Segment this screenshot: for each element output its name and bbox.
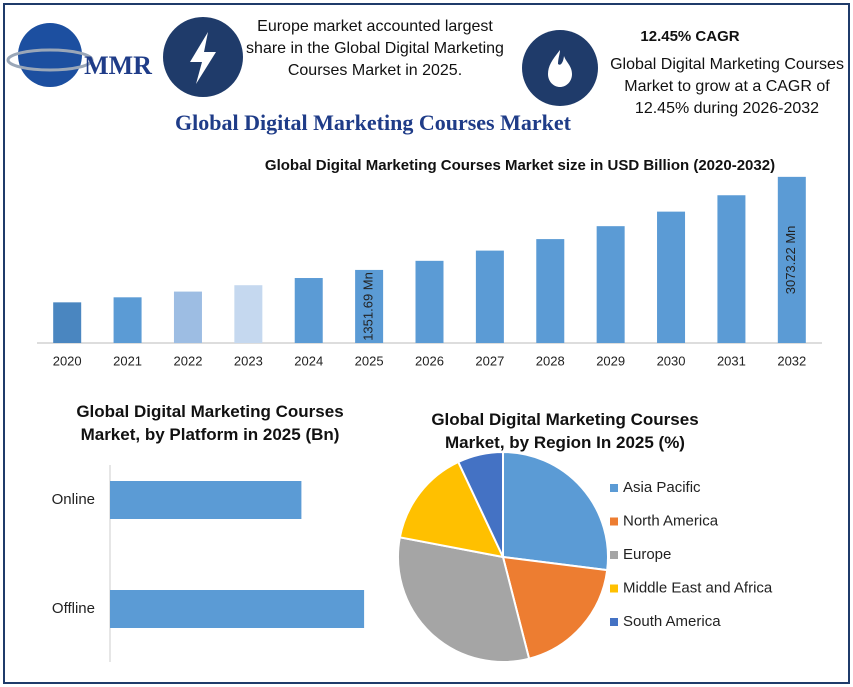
- x-tick-label: 2031: [717, 353, 746, 368]
- legend-label: North America: [623, 512, 719, 529]
- bar: [110, 590, 365, 628]
- bar: [536, 239, 565, 343]
- bar: [777, 176, 806, 343]
- chart-title: Global Digital Marketing Courses Market,…: [76, 402, 344, 444]
- chart-title: Global Digital Marketing Courses Market,…: [431, 410, 699, 452]
- bar: [234, 285, 263, 343]
- bar: [110, 481, 302, 519]
- x-tick-label: 2029: [596, 353, 625, 368]
- flame-shape: [548, 50, 572, 87]
- legend-label: Asia Pacific: [623, 479, 701, 496]
- bar: [113, 297, 142, 343]
- bar: [294, 278, 323, 343]
- bolt-shape: [190, 32, 216, 84]
- frame: [3, 3, 850, 684]
- legend-label: South America: [623, 613, 721, 630]
- x-tick-label: 2030: [657, 353, 686, 368]
- value-label: 3073.22 Mn: [783, 226, 798, 295]
- chart-title: Global Digital Marketing Courses Market …: [264, 157, 776, 174]
- legend-swatch: [610, 584, 618, 593]
- legend-swatch: [610, 484, 618, 492]
- x-tick-label: 2022: [174, 353, 203, 368]
- logo-text: MMR: [84, 51, 152, 80]
- value-label: 1351.69 Mn: [361, 272, 376, 341]
- bar: [596, 226, 625, 343]
- x-tick-label: 2021: [113, 353, 142, 368]
- legend-swatch: [610, 517, 618, 526]
- pie-slice: [502, 450, 609, 572]
- legend-label: Middle East and Africa: [623, 579, 773, 596]
- pie-slice: [397, 536, 531, 663]
- x-tick-label: 2025: [355, 353, 384, 368]
- y-tick-label: Online: [52, 491, 95, 508]
- x-tick-label: 2028: [536, 353, 565, 368]
- bar: [657, 211, 686, 343]
- x-tick-label: 2020: [53, 353, 82, 368]
- legend-swatch: [610, 618, 618, 626]
- bar: [717, 195, 746, 343]
- main-title: Global Digital Marketing Courses Market: [175, 110, 572, 135]
- y-tick-label: Offline: [52, 600, 95, 617]
- bar: [475, 250, 504, 343]
- pie-slice: [398, 460, 505, 559]
- x-tick-label: 2027: [475, 353, 504, 368]
- note-left: Europe market accounted largest share in…: [246, 18, 504, 79]
- legend-label: Europe: [623, 546, 671, 563]
- pie-slice: [501, 555, 609, 660]
- bar: [415, 260, 444, 343]
- bar: [173, 291, 202, 343]
- pie-slice: [456, 450, 504, 558]
- bar: [355, 269, 384, 343]
- x-tick-label: 2024: [294, 353, 323, 368]
- x-tick-label: 2023: [234, 353, 263, 368]
- legend-swatch: [610, 551, 618, 559]
- x-tick-label: 2026: [415, 353, 444, 368]
- logo-globe: [18, 23, 82, 87]
- cagr-title: 12.45% CAGR: [640, 28, 740, 45]
- x-tick-label: 2032: [777, 353, 806, 368]
- bar: [53, 302, 82, 343]
- cagr-text: Global Digital Marketing Courses Market …: [610, 56, 844, 117]
- logo-ring: [6, 48, 94, 72]
